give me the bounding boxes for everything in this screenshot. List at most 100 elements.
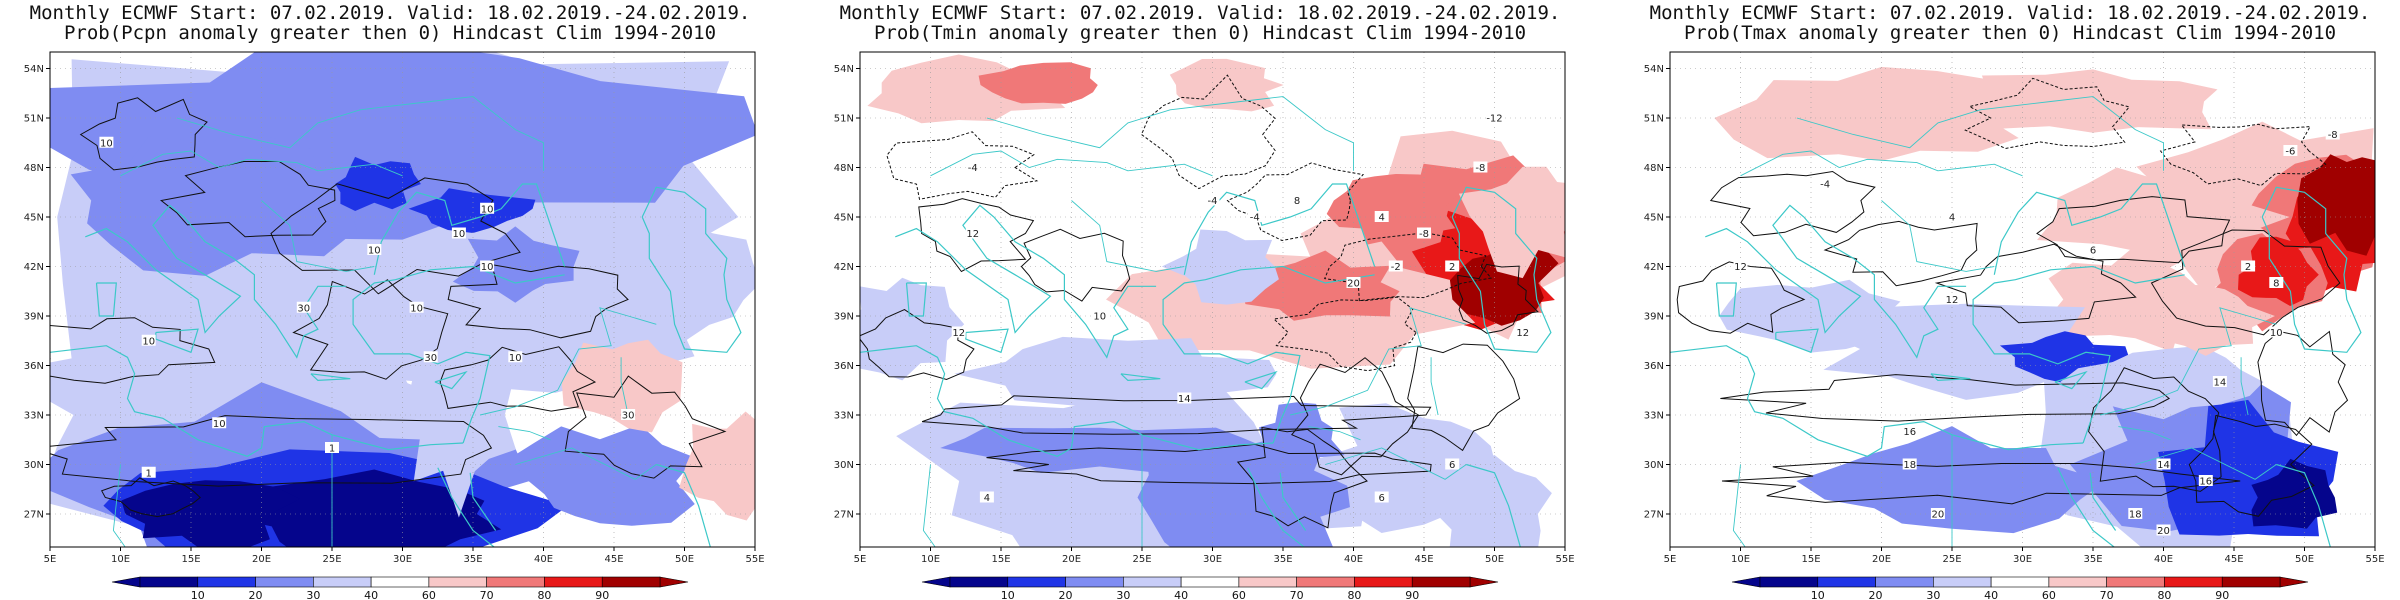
map-panel-pcpn: Monthly ECMWF Start: 07.02.2019. Valid: …	[0, 0, 780, 600]
lon-tick-label: 55E	[745, 554, 764, 565]
contour-line	[1226, 162, 1365, 242]
lon-tick-label: 10E	[111, 554, 130, 565]
colorbar-label: 60	[1232, 589, 1246, 600]
coastline	[1993, 183, 2186, 275]
contour-label-bg	[1445, 458, 1460, 470]
coastline	[2054, 370, 2088, 390]
contour-label-bg	[979, 491, 994, 503]
contour-label: 8	[2273, 279, 2279, 290]
contour-label: -4	[1208, 196, 1218, 207]
contour-label: -4	[968, 163, 978, 174]
contour-line	[270, 177, 521, 295]
coastline	[469, 472, 497, 531]
colorbar-label: 70	[480, 589, 494, 600]
probability-region	[508, 424, 696, 526]
lon-tick-label: 5E	[854, 554, 867, 565]
probability-region	[1999, 331, 2129, 384]
coastline	[1705, 204, 1967, 359]
contour-label: 20	[2157, 526, 2170, 537]
coastline	[1775, 328, 1819, 354]
contour-label-bg	[1902, 458, 1917, 470]
lat-tick-label: 45N	[1644, 213, 1664, 224]
contour-label: 14	[2214, 378, 2227, 389]
coastline	[1715, 282, 1737, 317]
colorbar-label: 40	[364, 589, 378, 600]
contour-label-bg	[1930, 508, 1945, 519]
map-panel-tmax: Monthly ECMWF Start: 07.02.2019. Valid: …	[1620, 0, 2400, 600]
probability-map: -8 -6 -4 4 6 12 2 8 10 12 14 16 18 20 14 16 18 20 5E 10E 15E…	[1644, 51, 2385, 600]
country-border	[1071, 200, 1185, 272]
colorbar-label: 30	[1926, 589, 1940, 600]
lon-tick-label: 30E	[1203, 554, 1222, 565]
contour-label-bg	[2269, 277, 2284, 288]
country-border	[1430, 357, 1439, 416]
contour-line	[100, 477, 201, 518]
lon-tick-label: 25E	[1942, 554, 1961, 565]
contour-label-bg	[2283, 145, 2298, 156]
map-layers: 10 10 10 10 10 30 10 10 30 10 10 30 1 1	[50, 52, 755, 547]
contour-label-bg	[1177, 392, 1192, 404]
lat-tick-label: 27N	[1644, 510, 1664, 521]
lon-tick-label: 10E	[921, 554, 940, 565]
contour-line	[1823, 220, 1978, 287]
lat-tick-label: 48N	[1644, 163, 1664, 174]
lon-tick-label: 50E	[675, 554, 694, 565]
lon-tick-label: 25E	[322, 554, 341, 565]
coastline	[860, 345, 1274, 457]
colorbar-swatch	[139, 576, 199, 588]
country-border	[1325, 447, 1467, 480]
colorbar-label: 70	[1290, 589, 1304, 600]
contour-label: 10	[481, 204, 494, 215]
coastline	[1247, 467, 1305, 547]
coastline	[895, 204, 1157, 359]
contour-label-bg	[2269, 326, 2284, 338]
lat-tick-label: 33N	[1644, 411, 1664, 422]
country-border	[2240, 357, 2249, 416]
probability-region	[1458, 166, 1565, 279]
contour-line	[292, 279, 449, 380]
contour-label: 6	[2090, 246, 2096, 257]
colorbar-swatch	[1065, 576, 1124, 588]
contour-label: 10	[100, 138, 113, 149]
contour-line	[986, 443, 1432, 485]
coastline	[965, 328, 1009, 354]
contour-label: 10	[213, 419, 226, 430]
contour-label: -8	[1419, 229, 1429, 240]
colorbar-label: 20	[1059, 589, 1073, 600]
contour-label-bg	[1445, 260, 1460, 272]
lon-tick-label: 30E	[393, 554, 412, 565]
contour-label: -4	[1820, 180, 1830, 191]
coastline	[2261, 186, 2362, 353]
colorbar-swatch	[313, 576, 372, 588]
lon-tick-label: 45E	[2224, 554, 2243, 565]
contour-label-bg	[621, 409, 636, 420]
lon-tick-label: 40E	[2154, 554, 2173, 565]
contour-label: 10	[481, 262, 494, 273]
panel-title-line1: Monthly ECMWF Start: 07.02.2019. Valid: …	[1649, 2, 2371, 24]
contour-label-bg	[1902, 425, 1917, 437]
colorbar-label: 90	[1405, 589, 1419, 600]
contour-label-bg	[2212, 376, 2227, 387]
contour-label: 20	[1932, 510, 1945, 521]
colorbar-label: 80	[1347, 589, 1361, 600]
contour-line	[1407, 343, 1521, 452]
colorbar-swatch	[2048, 576, 2107, 588]
contour-label: 12	[966, 229, 979, 240]
lat-tick-label: 42N	[834, 262, 854, 273]
contour-label: 10	[410, 303, 423, 314]
country-border	[1881, 200, 1995, 272]
colorbar-arrow-left	[921, 576, 951, 588]
coastline	[2089, 472, 2117, 531]
lon-tick-label: 25E	[1132, 554, 1151, 565]
contour-line	[1676, 261, 1806, 334]
lon-tick-label: 20E	[252, 554, 271, 565]
contour-line	[1290, 357, 1420, 476]
contour-line	[918, 198, 1035, 273]
contour-label: 10	[1093, 312, 1106, 323]
colorbar-arrow-right	[1469, 576, 1499, 588]
colorbar-label: 30	[1116, 589, 1130, 600]
country-border	[1740, 150, 2023, 177]
contour-label: -8	[1475, 163, 1485, 174]
contour-line	[1709, 170, 1876, 237]
panel-title-line2: Prob(Tmax anomaly greater then 0) Hindca…	[1683, 22, 2337, 44]
